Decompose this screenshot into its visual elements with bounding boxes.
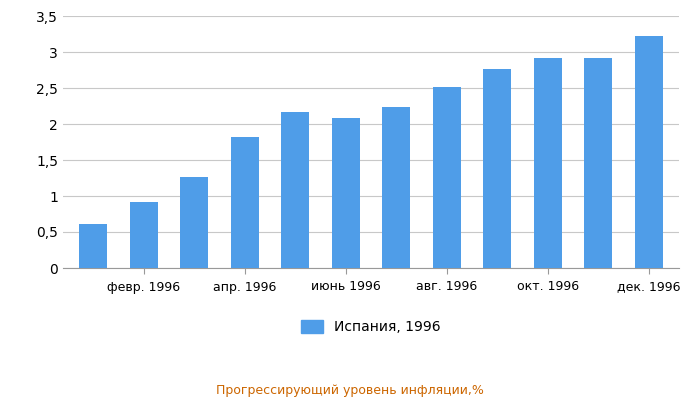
Bar bbox=[281, 112, 309, 268]
Bar bbox=[79, 224, 107, 268]
Bar bbox=[231, 137, 259, 268]
Bar bbox=[181, 177, 208, 268]
Bar bbox=[332, 118, 360, 268]
Bar bbox=[483, 69, 511, 268]
Legend: Испания, 1996: Испания, 1996 bbox=[301, 320, 441, 334]
Bar bbox=[433, 86, 461, 268]
Bar bbox=[534, 58, 561, 268]
Text: Прогрессирующий уровень инфляции,%
www.statbureau.org: Прогрессирующий уровень инфляции,% www.s… bbox=[216, 384, 484, 400]
Bar bbox=[584, 58, 612, 268]
Bar bbox=[130, 202, 158, 268]
Bar bbox=[635, 36, 663, 268]
Bar bbox=[382, 108, 410, 268]
